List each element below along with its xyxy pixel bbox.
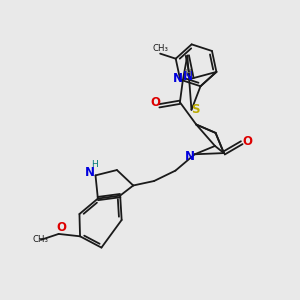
Text: O: O: [151, 96, 160, 109]
Text: N: N: [184, 150, 194, 163]
Text: O: O: [242, 135, 252, 148]
Text: CH₃: CH₃: [152, 44, 168, 53]
Text: O: O: [57, 221, 67, 234]
Text: N: N: [173, 72, 183, 85]
Text: N: N: [183, 70, 193, 83]
Text: CH₃: CH₃: [33, 235, 49, 244]
Text: S: S: [191, 103, 199, 116]
Text: H: H: [184, 69, 191, 78]
Text: N: N: [85, 166, 94, 179]
Text: H: H: [91, 160, 98, 169]
